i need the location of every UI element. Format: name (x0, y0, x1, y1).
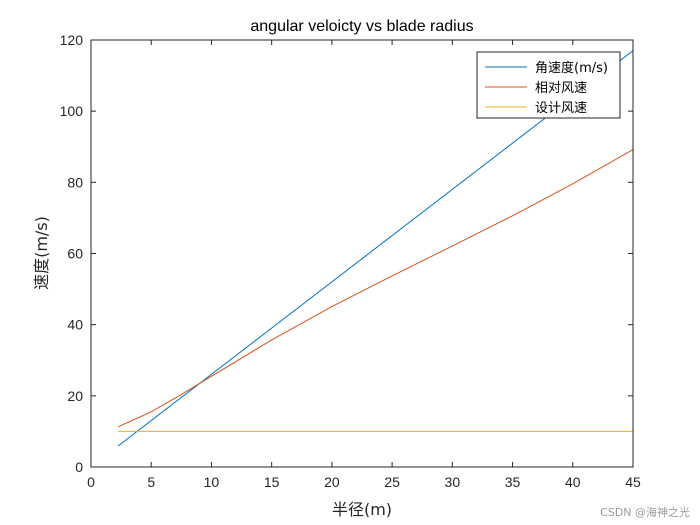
x-tick-label: 40 (565, 474, 581, 490)
legend-label: 设计风速 (535, 101, 587, 116)
x-tick-label: 0 (87, 474, 95, 490)
chart-title: angular veloicty vs blade radius (250, 18, 473, 35)
y-tick-label: 40 (67, 317, 83, 333)
y-axis-title: 速度(m/s) (32, 216, 51, 290)
y-tick-label: 120 (60, 32, 84, 48)
x-axis-title: 半径(m) (332, 500, 392, 519)
y-tick-label: 80 (67, 174, 83, 190)
y-tick-label: 0 (75, 459, 83, 475)
x-tick-label: 10 (204, 474, 220, 490)
legend-label: 角速度(m/s) (535, 60, 608, 76)
y-tick-label: 60 (67, 246, 83, 262)
x-tick-label: 5 (147, 474, 155, 490)
x-tick-label: 25 (384, 474, 400, 490)
x-tick-label: 45 (625, 474, 641, 490)
watermark-text: CSDN @海神之光 (600, 505, 690, 519)
series-line-2 (117, 149, 633, 428)
y-tick-label: 100 (60, 103, 84, 119)
legend-label: 相对风速 (535, 81, 587, 96)
ticks-layer: 0 5 10 15 20 25 30 35 40 45 0 20 40 60 80 100 120 (60, 32, 641, 490)
x-tick-label: 35 (505, 474, 521, 490)
x-tick-label: 20 (324, 474, 340, 490)
x-tick-label: 30 (445, 474, 461, 490)
x-tick-label: 15 (264, 474, 280, 490)
y-tick-label: 20 (67, 388, 83, 404)
